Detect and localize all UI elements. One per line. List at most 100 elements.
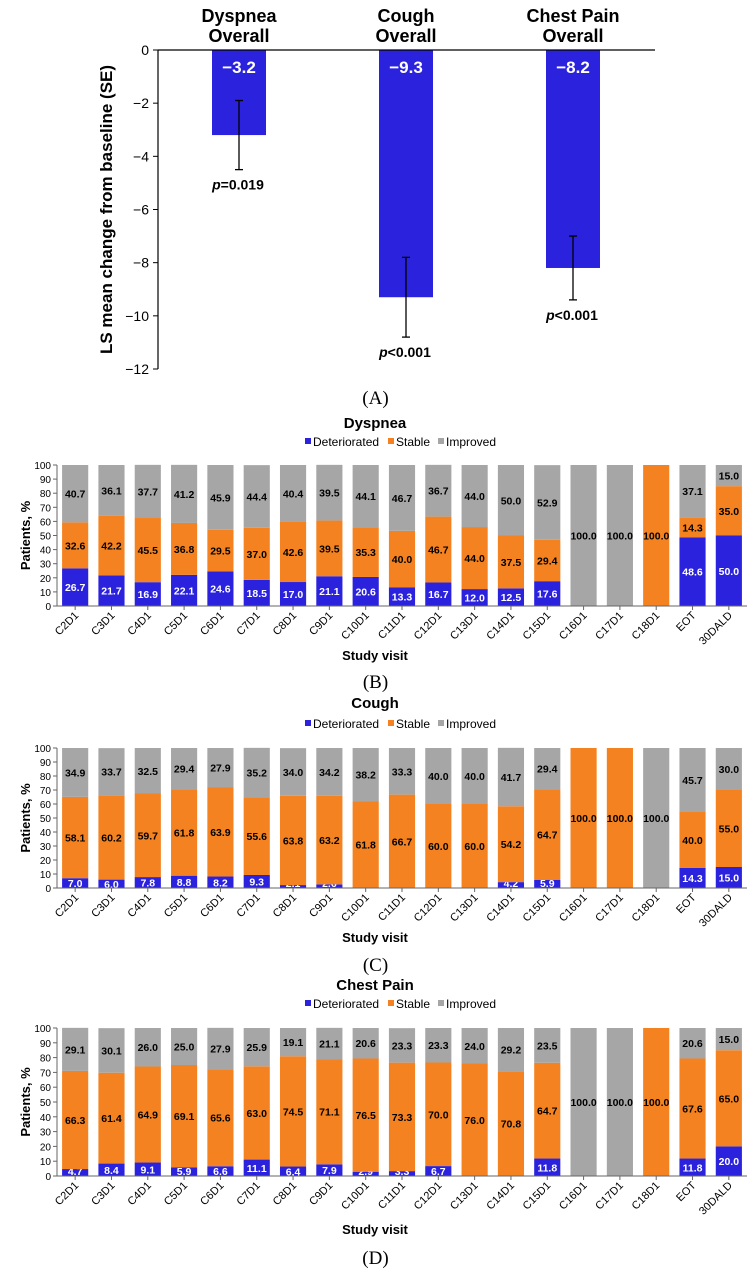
bar-value-label: 26.7	[65, 582, 86, 594]
p-value-label: p<0.001	[545, 307, 598, 323]
y-tick-label: 20	[40, 1142, 52, 1153]
bar-value-label: 34.0	[283, 767, 304, 779]
bar-value-label: 8.2	[213, 877, 228, 889]
bar-value-label: 11.8	[683, 1162, 703, 1174]
p-value-label: p<0.001	[378, 344, 431, 360]
bar-value-label: 27.9	[210, 763, 231, 775]
bar-segment-improved	[171, 748, 198, 790]
x-tick-label: C7D1	[234, 610, 262, 638]
bar-segment-improved	[243, 1028, 270, 1067]
bar-value-label: 66.3	[65, 1115, 86, 1127]
bar-value-label: 9.3	[249, 876, 264, 888]
bar-value-label: 17.0	[283, 589, 304, 601]
bar-value-label: 7.0	[68, 878, 83, 890]
bar-value-label: 21.1	[319, 1038, 340, 1050]
bar-value-label: 12.0	[464, 593, 485, 605]
bar-segment-deteriorated	[207, 571, 234, 606]
bar-value-label: 64.7	[537, 1106, 558, 1118]
bar-value-label: 25.9	[247, 1042, 268, 1054]
bar-value-label: 17.6	[537, 589, 558, 601]
bar-value-label: 60.0	[464, 841, 485, 853]
bar-value-label: 37.0	[247, 549, 268, 561]
bar-value-label: 11.8	[537, 1162, 557, 1174]
bar-segment-improved	[570, 465, 597, 606]
bar-value-label: 42.2	[101, 541, 122, 553]
bar-segment-deteriorated	[62, 878, 89, 888]
bar-segment-deteriorated	[62, 1169, 89, 1176]
y-tick-label: 0	[141, 42, 149, 58]
bar-value-label: 30.0	[719, 764, 740, 776]
bar-segment-stable	[606, 748, 633, 888]
bar-value-label: 50.0	[719, 566, 740, 578]
bar-value-label: 100.0	[607, 531, 633, 543]
legend-swatch	[438, 438, 444, 444]
bar-segment-stable	[98, 515, 125, 576]
x-tick-label: C3D1	[89, 610, 117, 638]
bar-segment-deteriorated	[316, 576, 343, 606]
bar-segment-improved	[715, 465, 742, 487]
bar-value-label: 15.0	[719, 471, 740, 483]
y-axis-label: Patients, %	[18, 1067, 33, 1137]
y-tick-label: 0	[45, 1172, 51, 1183]
bar-segment-improved	[425, 464, 452, 517]
y-tick-label: 10	[40, 1157, 52, 1168]
bar-value-label: 40.0	[682, 835, 703, 847]
x-tick-label: C15D1	[521, 892, 554, 925]
y-tick-label: 30	[40, 842, 52, 853]
bar-value-label: 100.0	[570, 813, 596, 825]
bar-value-label: 36.8	[174, 544, 195, 556]
y-tick-label: 80	[40, 489, 52, 500]
x-tick-label: C15D1	[521, 610, 554, 643]
legend-label: Improved	[446, 717, 496, 731]
bar-segment-stable	[497, 1071, 525, 1176]
bar-segment-stable	[62, 1070, 89, 1170]
x-tick-label: C9D1	[307, 1180, 335, 1208]
y-tick-label: 100	[34, 461, 51, 472]
bar-segment-improved	[352, 1028, 379, 1059]
bar-segment-improved	[388, 748, 416, 795]
x-tick-label: C6D1	[198, 892, 226, 920]
bar-value-label: 55.0	[719, 824, 740, 836]
bar-segment-improved	[388, 1028, 416, 1063]
category-label: Cough	[378, 6, 435, 26]
x-tick-label: C7D1	[234, 1180, 262, 1208]
bar-segment-improved	[679, 1028, 706, 1059]
bar-segment-improved	[606, 1028, 633, 1176]
bar-segment-improved	[388, 465, 416, 531]
p-value-label: p=0.019	[211, 177, 264, 193]
panel-d-chart: Chest Pain Deteriorated Stable Improved 0 10 2…	[18, 977, 747, 1237]
panel-c-chart: Cough Deteriorated Stable Improved 0 10 20 30 40…	[18, 695, 747, 945]
bar-value-label: 15.0	[719, 873, 740, 885]
x-tick-label: C2D1	[53, 610, 81, 638]
bar-segment-improved	[425, 1028, 452, 1063]
bar-segment-stable	[316, 520, 343, 577]
bar-segment-deteriorated	[534, 581, 561, 606]
bar-segment-stable	[171, 522, 198, 575]
bar-segment-deteriorated	[279, 885, 307, 888]
x-tick-label: C13D1	[448, 1180, 481, 1213]
x-tick-label: C14D1	[484, 892, 517, 925]
x-tick-label: C8D1	[271, 610, 299, 638]
bar-segment-stable	[715, 486, 742, 536]
y-tick-label: 20	[40, 856, 52, 867]
bar-segment-improved	[461, 748, 488, 804]
bar-segment-deteriorated	[243, 579, 270, 606]
bar-segment-stable	[497, 806, 525, 883]
y-axis-label: Patients, %	[18, 783, 33, 853]
bar-value-label: 18.5	[247, 588, 268, 600]
bar-segment-stable	[715, 1050, 742, 1147]
y-tick-label: 70	[40, 503, 52, 514]
y-tick-label: −4	[133, 148, 149, 164]
bar-segment-stable	[352, 801, 379, 888]
bar-segment-improved	[62, 465, 89, 523]
bar-segment-improved	[497, 747, 525, 807]
x-tick-label: C10D1	[339, 1180, 372, 1213]
bar-value-label: 40.0	[428, 771, 449, 783]
bar-segment-improved	[715, 1028, 742, 1051]
bar-segment-improved	[679, 465, 706, 518]
bar-value-label: 40.0	[392, 554, 413, 566]
bar-value-label: 34.9	[65, 767, 86, 779]
bar-value-label: 63.9	[210, 827, 231, 839]
bar-value-label: 71.1	[319, 1107, 340, 1119]
bar-segment-stable	[570, 748, 597, 888]
